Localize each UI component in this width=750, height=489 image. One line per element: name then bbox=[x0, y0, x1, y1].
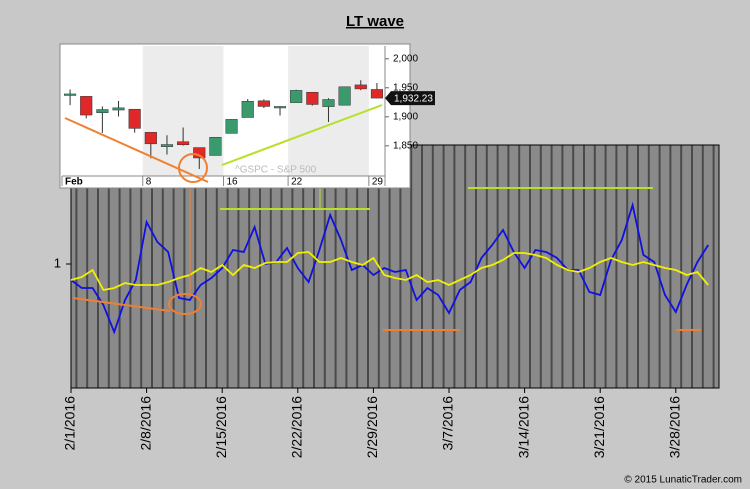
annotation-line bbox=[72, 297, 171, 312]
annotation-line bbox=[64, 117, 209, 183]
candle-body bbox=[112, 107, 125, 111]
candle-body bbox=[160, 144, 174, 147]
x-tick-label: 2/1/2016 bbox=[62, 396, 78, 451]
watermark: ^GSPC - S&P 500 bbox=[235, 165, 317, 176]
candle-body bbox=[370, 89, 383, 99]
x-tick-label: 3/14/2016 bbox=[515, 396, 531, 458]
annotations bbox=[72, 125, 701, 331]
last-price-label: 1,932.23 bbox=[394, 94, 433, 105]
x-tick-label: 3/28/2016 bbox=[667, 396, 683, 458]
inset-chart: ^GSPC - S&P 500 1,850 1,900 1,950 2,000 Feb 8 1… bbox=[59, 43, 435, 189]
y-tick-label: 1,950 bbox=[393, 82, 418, 93]
inset-annotations bbox=[64, 104, 383, 183]
candle-body bbox=[273, 106, 287, 109]
y-tick-label: 1,900 bbox=[393, 111, 418, 122]
y-tick-label: 2,000 bbox=[393, 53, 418, 64]
candle-body bbox=[306, 91, 319, 105]
source: © 2015 LunaticTrader.com bbox=[624, 475, 742, 486]
candle-body bbox=[338, 86, 351, 106]
candle-body bbox=[128, 108, 141, 129]
series-line bbox=[70, 201, 709, 335]
candle-body bbox=[177, 141, 190, 145]
x-tick-label: 2/22/2016 bbox=[289, 396, 305, 458]
annotation-line bbox=[221, 104, 383, 166]
candle-body bbox=[209, 136, 222, 156]
x-tick-label: 3/7/2016 bbox=[440, 396, 456, 451]
x-tick-label: 22 bbox=[291, 177, 303, 188]
x-tick-label: 2/15/2016 bbox=[213, 396, 229, 458]
candle-body bbox=[354, 84, 367, 90]
x-tick-label: 29 bbox=[372, 177, 384, 188]
candle-body bbox=[290, 90, 303, 103]
candle-body bbox=[64, 93, 77, 96]
x-tick-label: 8 bbox=[146, 177, 152, 188]
week-shade bbox=[142, 46, 224, 176]
candle-body bbox=[144, 132, 157, 145]
candle-body bbox=[225, 119, 238, 134]
x-tick-label: 3/21/2016 bbox=[591, 396, 607, 458]
series-line bbox=[70, 251, 709, 292]
candle-body bbox=[257, 100, 270, 107]
annotation-circle bbox=[168, 293, 202, 315]
last-price-tag bbox=[385, 91, 435, 106]
y-tick-label: 1,850 bbox=[393, 140, 418, 151]
candle-body bbox=[322, 99, 335, 107]
annotation-circle bbox=[178, 153, 208, 183]
candle-body bbox=[193, 147, 206, 159]
chart-title: LT wave bbox=[346, 13, 404, 30]
candle-body bbox=[96, 109, 109, 113]
candle-body bbox=[80, 96, 93, 116]
x-tick-label: 2/8/2016 bbox=[137, 396, 153, 451]
y-tick-label: 1 bbox=[54, 255, 61, 270]
candle-body bbox=[241, 100, 254, 118]
x-tick-label: 16 bbox=[227, 177, 239, 188]
x-tick-label: 2/29/2016 bbox=[364, 396, 380, 458]
x-tick-label: Feb bbox=[65, 177, 83, 188]
